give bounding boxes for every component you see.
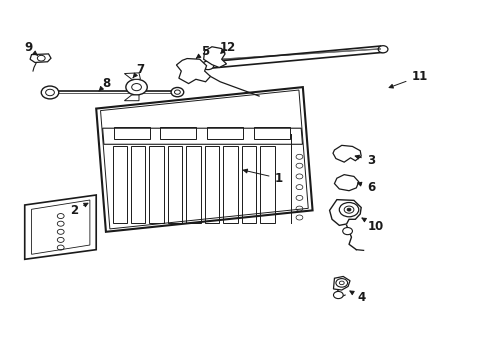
Circle shape xyxy=(171,87,183,97)
Circle shape xyxy=(342,228,352,235)
Polygon shape xyxy=(332,145,361,162)
Text: 3: 3 xyxy=(354,154,374,167)
Text: 9: 9 xyxy=(24,41,37,55)
Polygon shape xyxy=(334,175,358,191)
Text: 2: 2 xyxy=(70,203,88,217)
Text: 11: 11 xyxy=(388,70,427,88)
Polygon shape xyxy=(124,73,140,79)
Text: 6: 6 xyxy=(357,181,374,194)
Circle shape xyxy=(202,61,213,69)
Polygon shape xyxy=(205,46,385,68)
Polygon shape xyxy=(333,276,349,290)
Circle shape xyxy=(346,208,350,211)
Polygon shape xyxy=(25,195,96,259)
Polygon shape xyxy=(30,54,51,63)
Text: 1: 1 xyxy=(243,169,282,185)
Text: 4: 4 xyxy=(349,291,365,305)
Circle shape xyxy=(125,79,147,95)
Polygon shape xyxy=(203,47,226,67)
Circle shape xyxy=(377,46,387,53)
Text: 10: 10 xyxy=(361,218,383,233)
Circle shape xyxy=(335,279,347,287)
Text: 7: 7 xyxy=(133,63,144,78)
Polygon shape xyxy=(329,200,361,225)
Text: 12: 12 xyxy=(219,41,235,54)
Text: 5: 5 xyxy=(196,45,209,58)
Polygon shape xyxy=(96,87,312,232)
Circle shape xyxy=(339,203,358,217)
Circle shape xyxy=(41,86,59,99)
Polygon shape xyxy=(176,59,210,84)
Text: 8: 8 xyxy=(99,77,110,91)
Polygon shape xyxy=(124,95,139,101)
Circle shape xyxy=(333,292,343,298)
